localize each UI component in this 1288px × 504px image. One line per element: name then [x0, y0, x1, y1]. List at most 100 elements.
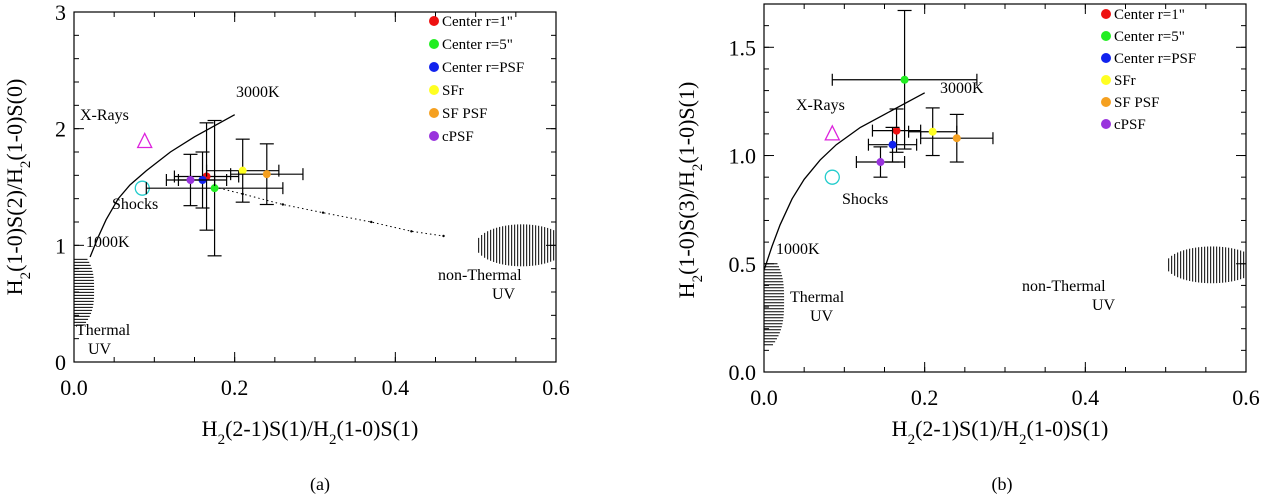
x-tick-label: 0.6 [1232, 385, 1260, 410]
annotation-xrays: X-Rays [80, 107, 129, 124]
x-tick-label: 0.0 [750, 385, 778, 410]
thermal-curve [764, 92, 926, 271]
dotted-line-node [321, 211, 325, 214]
x-tick-label: 0.0 [60, 375, 88, 400]
legend-label: SFr [1114, 73, 1136, 89]
nonthermal-uv-region [478, 224, 555, 267]
legend-marker [429, 39, 439, 49]
axis-label-main: H [202, 416, 218, 441]
annotation-nonthermal_2: UV [1092, 297, 1116, 314]
nonthermal-uv-region [1168, 246, 1245, 284]
axis-label-tail: (1-0)S(1) [674, 82, 699, 164]
chart-a: 0.0 0.2 0.4 0.60123H2(2-1)S(1)/H2(1-0)S(1)H… [2, 0, 570, 495]
legend: Center r=1" Center r=5" Center r=PSF SFr SF … [1101, 7, 1196, 133]
thermal-uv-region [764, 263, 785, 346]
legend-marker [1101, 97, 1111, 107]
legend-label: Center r=PSF [442, 60, 524, 76]
data-marker [952, 134, 961, 143]
dotted-line-node [370, 220, 373, 224]
x-tick-label: 0.4 [1072, 385, 1100, 410]
dotted-line-node [281, 203, 285, 206]
annotation-thermal_1: Thermal [76, 322, 131, 339]
axis-label-sub: 2 [18, 272, 34, 280]
y-axis-label: H2(1-0)S(3)/H2(1-0)S(1) [674, 82, 706, 299]
axis-label-mid: (2-1)S(1)/H [915, 416, 1019, 441]
axis-label-main: H [674, 282, 699, 298]
data-point-sf_psf [230, 143, 304, 206]
annotation-shocks: Shocks [112, 196, 158, 213]
annotation-shocks: Shocks [842, 191, 888, 208]
y-tick-label: 0 [55, 350, 66, 375]
data-point-cpsf [855, 146, 906, 178]
legend-marker [429, 108, 439, 118]
legend-label: Center r=5" [442, 37, 513, 53]
legend-marker [1101, 119, 1111, 129]
axis-label-sub: 2 [329, 432, 337, 448]
axis-label-main: H [892, 416, 908, 441]
legend-label: SFr [442, 83, 464, 99]
legend-label: Center r=1" [442, 14, 513, 30]
annotation-t3000: 3000K [940, 80, 984, 97]
data-marker [210, 184, 219, 193]
annotation-thermal_2: UV [88, 341, 112, 358]
annotation-t3000: 3000K [236, 84, 280, 101]
data-point-center_psf [867, 126, 918, 163]
annotation-thermal_1: Thermal [790, 289, 845, 306]
x-axis-label: H2(2-1)S(1)/H2(1-0)S(1) [892, 416, 1109, 448]
nonthermal-dotted-line [214, 186, 444, 237]
legend-marker [1101, 75, 1111, 85]
y-tick-label: 0.5 [729, 252, 757, 277]
thermal-curve [89, 114, 236, 258]
chart-b: 0.0 0.2 0.4 0.60.00.51.01.5H2(2-1)S(1)/H2(1… [674, 3, 1260, 495]
y-tick-label: 0.0 [729, 360, 757, 385]
axis-label-main: H [2, 279, 27, 295]
axis-label-mid: (1-0)S(2)/H [2, 168, 27, 272]
legend-marker [429, 85, 439, 95]
y-axis-label: H2(1-0)S(2)/H2(1-0)S(0) [2, 79, 34, 296]
legend-marker [1101, 31, 1111, 41]
data-marker [876, 158, 885, 167]
legend-label: SF PSF [1114, 95, 1159, 111]
axis-label-mid: (2-1)S(1)/H [225, 416, 329, 441]
xray-triangle-marker [824, 124, 841, 141]
axis-label-sub: 2 [18, 161, 34, 169]
data-marker [262, 170, 271, 179]
annotation-t1000: 1000K [86, 234, 130, 251]
x-axis-label: H2(2-1)S(1)/H2(1-0)S(1) [202, 416, 419, 448]
data-point-center_r1 [871, 108, 922, 153]
data-marker [888, 140, 897, 149]
legend-marker [429, 131, 439, 141]
data-marker [186, 176, 195, 184]
axis-label-sub: 2 [908, 432, 916, 448]
data-point-center_r5 [145, 119, 284, 257]
data-point-sfr [907, 107, 958, 157]
legend-label: Center r=1" [1114, 7, 1185, 23]
axis-label-mid: (1-0)S(3)/H [674, 171, 699, 275]
x-tick-label: 0.2 [911, 385, 939, 410]
y-tick-label: 3 [55, 0, 66, 25]
axis-label-tail: (1-0)S(1) [1026, 416, 1108, 441]
legend-label: cPSF [442, 129, 474, 145]
data-marker [892, 126, 901, 135]
annotation-nonthermal_1: non-Thermal [1022, 278, 1106, 295]
y-tick-label: 1.5 [729, 35, 757, 60]
xray-triangle-marker [136, 132, 153, 149]
data-marker [238, 166, 247, 175]
panel-caption: (b) [992, 474, 1013, 495]
annotation-nonthermal_1: non-Thermal [438, 267, 522, 284]
annotation-xrays: X-Rays [796, 97, 845, 114]
axis-label-sub: 2 [690, 164, 706, 172]
data-marker [928, 127, 937, 136]
legend-label: Center r=PSF [1114, 51, 1196, 67]
axis-label-sub: 2 [218, 432, 226, 448]
legend: Center r=1" Center r=5" Center r=PSF SFr SF … [429, 14, 524, 145]
legend-marker [429, 16, 439, 26]
panel-caption: (a) [310, 474, 330, 495]
y-tick-label: 1 [55, 233, 66, 258]
data-layer [74, 114, 555, 326]
data-point-center_r5 [831, 9, 978, 150]
axis-label-sub: 2 [690, 275, 706, 283]
shock-circle-marker [824, 169, 840, 185]
legend-label: cPSF [1114, 117, 1146, 133]
